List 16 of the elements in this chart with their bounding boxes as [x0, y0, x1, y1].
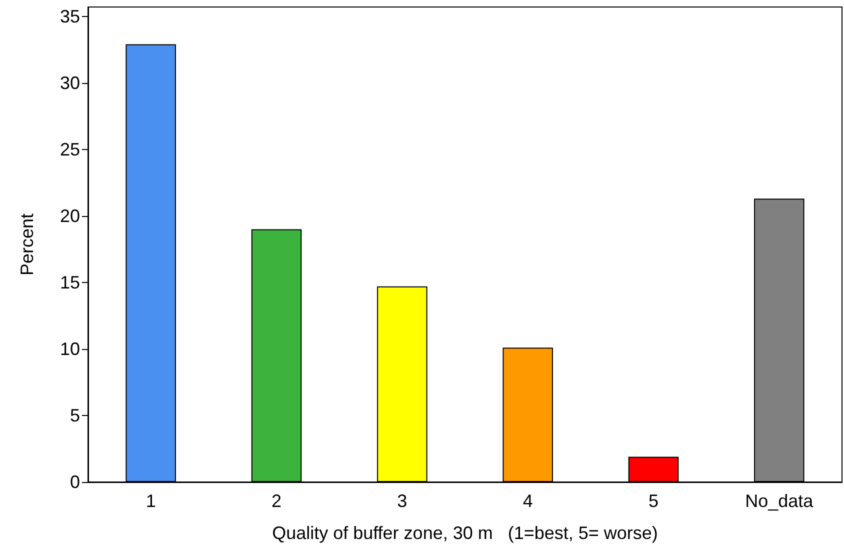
y-tick-label: 35 [60, 6, 80, 26]
x-tick-label: 5 [648, 491, 659, 511]
x-tick-label: No_data [745, 491, 814, 511]
x-tick-label: 3 [397, 491, 408, 511]
y-tick-label: 25 [60, 139, 80, 160]
x-tick-label: 4 [522, 491, 533, 511]
y-axis-title: Percent [17, 213, 37, 276]
y-tick-label: 20 [60, 206, 80, 226]
y-tick-label: 5 [70, 405, 80, 426]
x-tick-label: 1 [146, 491, 156, 511]
x-tick-label: 2 [271, 491, 282, 511]
y-tick-label: 10 [60, 338, 80, 359]
y-tick-label: 15 [60, 272, 80, 292]
y-tick-label: 30 [60, 72, 80, 93]
y-tick-label: 0 [70, 472, 80, 492]
x-axis-title: Quality of buffer zone, 30 m (1=best, 5= worse) [272, 523, 658, 543]
